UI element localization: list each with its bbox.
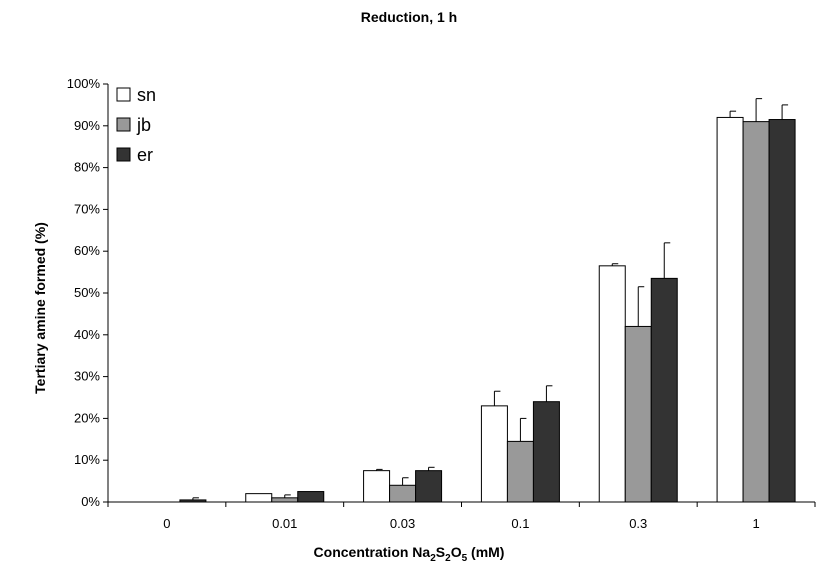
legend-label-jb: jb — [136, 115, 151, 135]
x-axis-label-subscript: 2 — [430, 552, 436, 564]
x-axis-label-subscript: 2 — [445, 552, 451, 564]
bar-jb — [506, 440, 534, 503]
y-tick-label: 0% — [81, 494, 100, 509]
legend-label-er: er — [137, 145, 153, 165]
x-axis-label-subscript: 5 — [461, 552, 468, 564]
bar-jb — [389, 484, 417, 503]
y-tick-label: 20% — [74, 410, 100, 425]
bar-er — [532, 401, 560, 503]
x-axis-label-part: (mM) — [467, 544, 505, 560]
x-axis-label: Concentration Na2S2O5 (mM) — [0, 544, 818, 564]
y-tick-label: 30% — [74, 369, 100, 384]
y-tick-label: 50% — [74, 285, 100, 300]
bar-sn — [245, 493, 273, 503]
x-tick-label: 1 — [752, 516, 759, 531]
x-tick-label: 0.3 — [629, 516, 647, 531]
bar-sn — [480, 405, 508, 503]
y-tick-label: 70% — [74, 201, 100, 216]
bar-er — [768, 119, 796, 503]
bar-er — [297, 491, 325, 503]
bar-sn — [598, 265, 626, 503]
y-tick-label: 80% — [74, 160, 100, 175]
x-axis-label-part: Concentration Na — [313, 544, 431, 560]
legend-swatch-sn — [116, 87, 131, 102]
x-tick-label: 0.03 — [390, 516, 415, 531]
bar-sn — [716, 116, 744, 503]
bar-jb — [742, 121, 770, 503]
legend-swatch-jb — [116, 117, 131, 132]
x-tick-label: 0.1 — [511, 516, 529, 531]
x-tick-label: 0 — [163, 516, 170, 531]
legend-label-sn: sn — [137, 85, 156, 105]
bar-er — [415, 470, 443, 503]
y-tick-label: 40% — [74, 327, 100, 342]
y-tick-label: 60% — [74, 243, 100, 258]
bar-sn — [363, 470, 391, 503]
chart-title: Reduction, 1 h — [360, 9, 458, 25]
bar-er — [650, 277, 678, 503]
bar-jb — [271, 497, 299, 503]
y-tick-label: 90% — [74, 118, 100, 133]
y-tick-label: 10% — [74, 452, 100, 467]
x-tick-label: 0.01 — [272, 516, 297, 531]
bar-er — [179, 499, 207, 503]
y-tick-label: 100% — [67, 76, 101, 91]
legend-swatch-er — [116, 147, 131, 162]
bar-jb — [624, 325, 652, 503]
x-axis-label-part: S — [435, 544, 446, 560]
x-axis-label-part: O — [450, 544, 462, 560]
